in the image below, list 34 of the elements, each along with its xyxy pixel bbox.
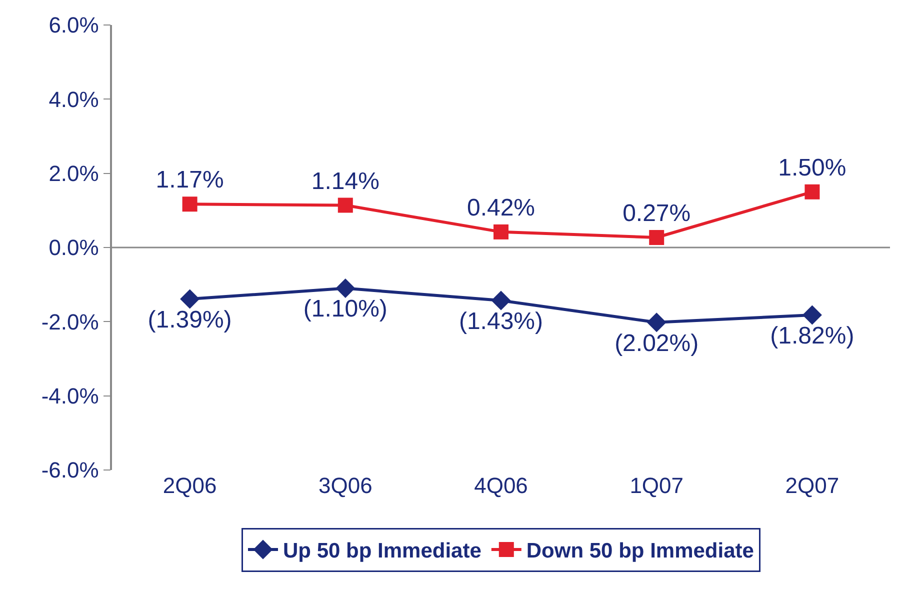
point bbox=[338, 198, 353, 213]
data-label: (1.43%) bbox=[458, 308, 544, 335]
legend-label: Up 50 bp Immediate bbox=[283, 540, 482, 563]
data-label: 1.17% bbox=[156, 166, 224, 194]
point bbox=[491, 290, 511, 310]
data-label: (1.10%) bbox=[303, 296, 388, 323]
point bbox=[646, 312, 666, 332]
data-label: 1.50% bbox=[778, 154, 846, 182]
point bbox=[802, 305, 822, 325]
data-label: (2.02%) bbox=[614, 330, 699, 357]
x-tick-label: 3Q06 bbox=[318, 473, 372, 498]
data-label: 0.42% bbox=[466, 194, 536, 222]
point bbox=[336, 278, 356, 298]
data-label: 1.14% bbox=[311, 168, 380, 195]
y-tick-label: -4.0% bbox=[41, 384, 99, 409]
x-tick-label: 2Q06 bbox=[162, 473, 217, 498]
y-tick-label: 0.0% bbox=[48, 235, 99, 260]
x-tick-label: 2Q07 bbox=[785, 473, 840, 498]
data-label: (1.39%) bbox=[148, 306, 232, 334]
x-tick-label: 1Q07 bbox=[630, 473, 684, 498]
y-tick-label: 6.0% bbox=[48, 12, 99, 38]
point bbox=[180, 289, 200, 309]
y-tick-label: 2.0% bbox=[48, 161, 99, 186]
point bbox=[804, 184, 820, 200]
y-tick-label: -6.0% bbox=[41, 458, 99, 483]
point bbox=[182, 196, 198, 212]
data-label: (1.82%) bbox=[770, 322, 854, 350]
y-tick-label: 4.0% bbox=[48, 86, 99, 112]
data-label: 0.27% bbox=[622, 200, 691, 228]
x-tick-label: 4Q06 bbox=[474, 473, 528, 498]
y-tick-label: -2.0% bbox=[41, 309, 99, 334]
legend-label: Down 50 bp Immediate bbox=[526, 540, 754, 563]
point bbox=[649, 230, 664, 245]
point bbox=[494, 224, 508, 240]
